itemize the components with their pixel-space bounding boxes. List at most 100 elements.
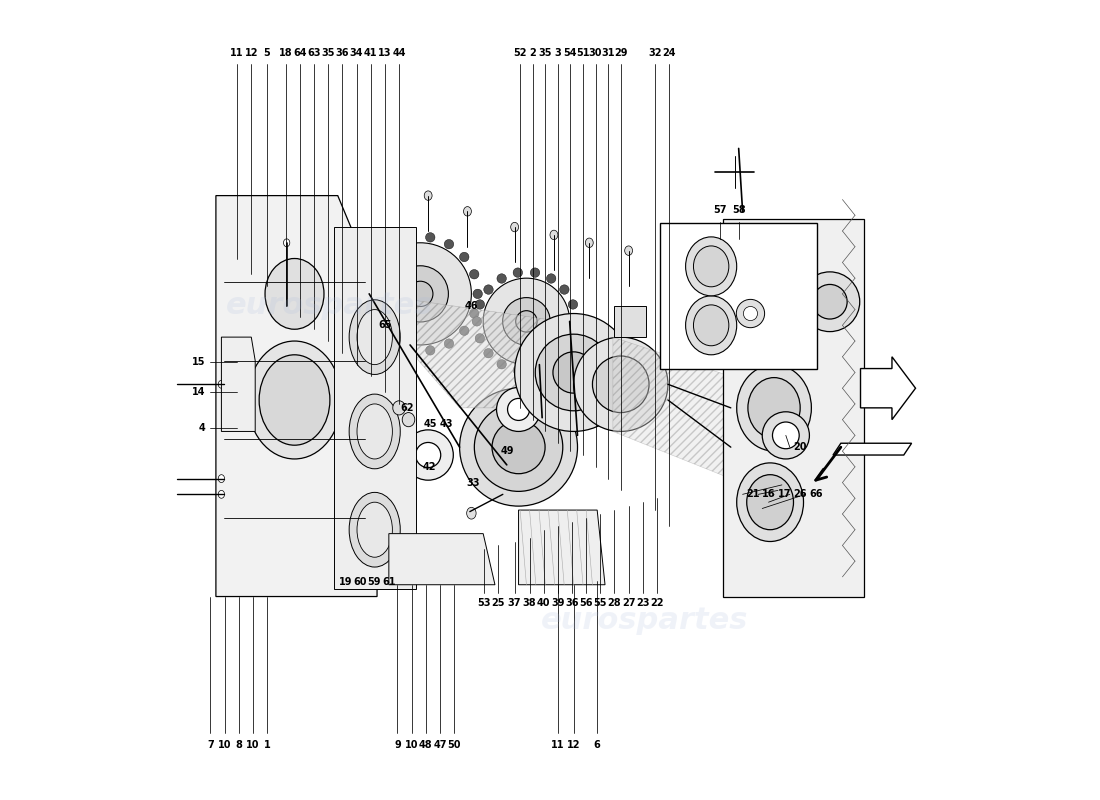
Text: 39: 39: [551, 598, 564, 608]
Text: 32: 32: [649, 48, 662, 58]
Ellipse shape: [248, 341, 342, 459]
Ellipse shape: [737, 365, 812, 451]
Circle shape: [560, 285, 569, 294]
Circle shape: [444, 339, 453, 348]
Circle shape: [573, 337, 668, 431]
Text: 21: 21: [747, 490, 760, 499]
Circle shape: [387, 239, 396, 249]
Ellipse shape: [685, 296, 737, 354]
Text: 40: 40: [537, 598, 550, 608]
Circle shape: [547, 359, 556, 369]
Text: 62: 62: [400, 403, 414, 413]
Polygon shape: [370, 294, 578, 408]
Text: 28: 28: [607, 598, 621, 608]
Text: 58: 58: [732, 206, 746, 215]
Text: 46: 46: [464, 301, 478, 310]
Ellipse shape: [625, 246, 632, 255]
Circle shape: [474, 403, 563, 491]
Circle shape: [372, 326, 381, 335]
Circle shape: [362, 309, 371, 318]
Text: 19: 19: [339, 578, 352, 587]
Ellipse shape: [685, 237, 737, 296]
Text: 12: 12: [244, 48, 258, 58]
Circle shape: [393, 266, 449, 322]
Circle shape: [503, 298, 550, 345]
Text: 37: 37: [508, 598, 521, 608]
Text: 55: 55: [594, 598, 607, 608]
Circle shape: [475, 300, 485, 309]
Circle shape: [460, 388, 578, 506]
Ellipse shape: [466, 507, 476, 519]
Circle shape: [507, 398, 529, 421]
Circle shape: [387, 339, 396, 348]
Text: 33: 33: [466, 478, 480, 487]
Ellipse shape: [265, 258, 324, 330]
Circle shape: [492, 421, 546, 474]
Ellipse shape: [218, 380, 224, 388]
Ellipse shape: [463, 206, 472, 216]
Text: 66: 66: [810, 490, 823, 499]
Text: 36: 36: [565, 598, 579, 608]
Text: 17: 17: [778, 490, 792, 499]
Ellipse shape: [358, 502, 393, 558]
Polygon shape: [723, 219, 865, 597]
Text: 50: 50: [448, 739, 461, 750]
Circle shape: [497, 274, 506, 283]
Text: 14: 14: [192, 387, 206, 397]
Circle shape: [530, 366, 540, 375]
Circle shape: [416, 442, 441, 468]
Text: 5: 5: [264, 48, 271, 58]
Text: 13: 13: [378, 48, 392, 58]
Text: 35: 35: [539, 48, 552, 58]
Text: 20: 20: [794, 442, 807, 452]
Text: 64: 64: [294, 48, 307, 58]
Text: 6: 6: [594, 739, 601, 750]
Text: 59: 59: [367, 578, 381, 587]
Text: 12: 12: [566, 739, 581, 750]
Ellipse shape: [403, 413, 415, 426]
Text: 63: 63: [307, 48, 321, 58]
Text: 29: 29: [614, 48, 627, 58]
Circle shape: [359, 289, 367, 298]
Circle shape: [560, 349, 569, 358]
Circle shape: [593, 356, 649, 413]
Circle shape: [813, 285, 847, 319]
Circle shape: [762, 412, 810, 459]
Circle shape: [406, 346, 415, 355]
FancyBboxPatch shape: [660, 223, 817, 369]
Circle shape: [408, 282, 433, 306]
Circle shape: [744, 306, 758, 321]
Text: 8: 8: [235, 739, 242, 750]
Text: 60: 60: [353, 578, 366, 587]
Text: 44: 44: [393, 48, 406, 58]
Text: 41: 41: [364, 48, 377, 58]
Ellipse shape: [740, 270, 815, 357]
Text: 48: 48: [419, 739, 432, 750]
Text: 25: 25: [492, 598, 505, 608]
Circle shape: [403, 430, 453, 480]
Circle shape: [484, 349, 493, 358]
Polygon shape: [615, 306, 646, 337]
Text: 24: 24: [662, 48, 676, 58]
Ellipse shape: [393, 401, 406, 415]
Circle shape: [483, 278, 570, 365]
Text: 11: 11: [551, 739, 564, 750]
Ellipse shape: [218, 474, 224, 482]
Text: 10: 10: [218, 739, 231, 750]
Circle shape: [470, 309, 478, 318]
Text: 30: 30: [588, 48, 603, 58]
Ellipse shape: [349, 492, 400, 567]
Text: 27: 27: [621, 598, 636, 608]
Text: 42: 42: [422, 462, 436, 472]
Circle shape: [460, 252, 469, 262]
Text: 15: 15: [192, 358, 206, 367]
Text: 56: 56: [580, 598, 593, 608]
Polygon shape: [221, 337, 255, 431]
Text: 36: 36: [336, 48, 349, 58]
Ellipse shape: [550, 230, 558, 240]
Circle shape: [362, 270, 371, 279]
Text: 35: 35: [321, 48, 336, 58]
Ellipse shape: [737, 463, 803, 542]
Circle shape: [484, 285, 493, 294]
Circle shape: [426, 346, 434, 355]
